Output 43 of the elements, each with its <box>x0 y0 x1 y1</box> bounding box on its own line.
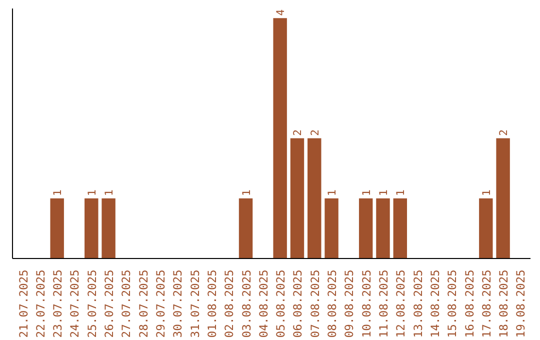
x-tick-label: 28.07.2025 <box>136 270 150 338</box>
x-tick-label: 30.07.2025 <box>170 270 185 338</box>
data-label: 1 <box>480 190 493 196</box>
x-tick-label: 29.07.2025 <box>154 270 168 338</box>
x-tick-label: 16.08.2025 <box>462 270 476 338</box>
data-label: 2 <box>291 129 304 136</box>
x-tick-label: 17.08.2025 <box>479 270 494 338</box>
x-tick-label: 10.08.2025 <box>359 270 374 338</box>
data-label: 1 <box>376 190 390 196</box>
x-tick-label: 22.07.2025 <box>33 270 48 338</box>
x-tick-label: 25.07.2025 <box>84 270 99 338</box>
x-tick-label: 15.08.2025 <box>445 270 460 338</box>
data-label: 1 <box>51 190 64 196</box>
x-tick-label: 14.08.2025 <box>428 270 442 338</box>
x-tick-label: 23.07.2025 <box>50 270 65 338</box>
x-tick-label: 12.08.2025 <box>394 270 408 338</box>
x-tick-label: 01.08.2025 <box>204 270 219 338</box>
x-tick-label: 03.08.2025 <box>239 270 254 338</box>
data-label: 1 <box>360 190 373 196</box>
x-tick-label: 21.07.2025 <box>16 270 30 338</box>
data-label: 1 <box>102 190 116 196</box>
data-label: 1 <box>240 190 253 196</box>
data-label: 4 <box>274 9 288 16</box>
x-tick-label: 27.07.2025 <box>119 270 134 338</box>
data-label: 2 <box>497 129 510 136</box>
x-tick-label: 09.08.2025 <box>342 270 356 338</box>
data-label: 1 <box>326 190 339 196</box>
x-tick-label: 06.08.2025 <box>290 270 305 338</box>
x-tick-label: 26.07.2025 <box>102 270 116 338</box>
x-tick-label: 04.08.2025 <box>256 270 270 338</box>
x-tick-label: 08.08.2025 <box>325 270 340 338</box>
x-tick-label: 07.08.2025 <box>308 270 322 338</box>
data-label: 2 <box>308 129 322 136</box>
x-tick-label: 11.08.2025 <box>376 270 390 338</box>
x-tick-label: 18.08.2025 <box>496 270 511 338</box>
x-tick-label: 19.08.2025 <box>514 270 528 338</box>
x-tick-label: 02.08.2025 <box>222 270 236 338</box>
x-tick-label: 05.08.2025 <box>274 270 288 338</box>
x-tick-label: 13.08.2025 <box>410 270 425 338</box>
data-label: 1 <box>394 190 408 196</box>
data-label: 1 <box>85 190 98 196</box>
x-tick-label: 24.07.2025 <box>68 270 82 338</box>
x-tick-label: 31.07.2025 <box>188 270 202 338</box>
